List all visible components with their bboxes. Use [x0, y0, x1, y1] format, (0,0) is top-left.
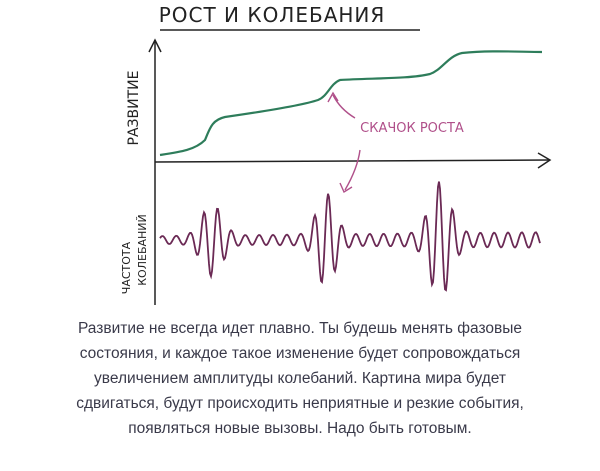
x-axis [154, 159, 551, 163]
y-arrow [148, 38, 162, 53]
caption-line: Развитие не всегда идет плавно. Ты будеш… [78, 320, 522, 337]
caption-line: сдвигаться, будут происходить неприятные… [76, 395, 524, 412]
title: РОСТ И КОЛЕБАНИЯ [159, 3, 386, 27]
jump-arrow [344, 149, 361, 191]
caption-line: появляться новые вызовы. Надо быть готов… [128, 420, 472, 437]
jump-label: СКАЧОК РОСТА [360, 121, 464, 136]
growth-curve [159, 50, 543, 157]
frequency-label: КОЛЕБАНИЙ [136, 214, 149, 286]
caption-line: увеличением амплитуды колебаний. Картина… [94, 370, 506, 387]
frequency-label: ЧАСТОТА [120, 241, 133, 294]
jump-arrow-head [327, 91, 339, 103]
x-arrow [537, 152, 552, 169]
caption-line: состояния, и каждое такое изменение буде… [80, 345, 521, 362]
jump-arrow-head [339, 182, 353, 194]
growth-label: РАЗВИТИЕ [126, 71, 142, 146]
jump-arrow [332, 94, 356, 119]
oscillation-curve [159, 181, 541, 292]
